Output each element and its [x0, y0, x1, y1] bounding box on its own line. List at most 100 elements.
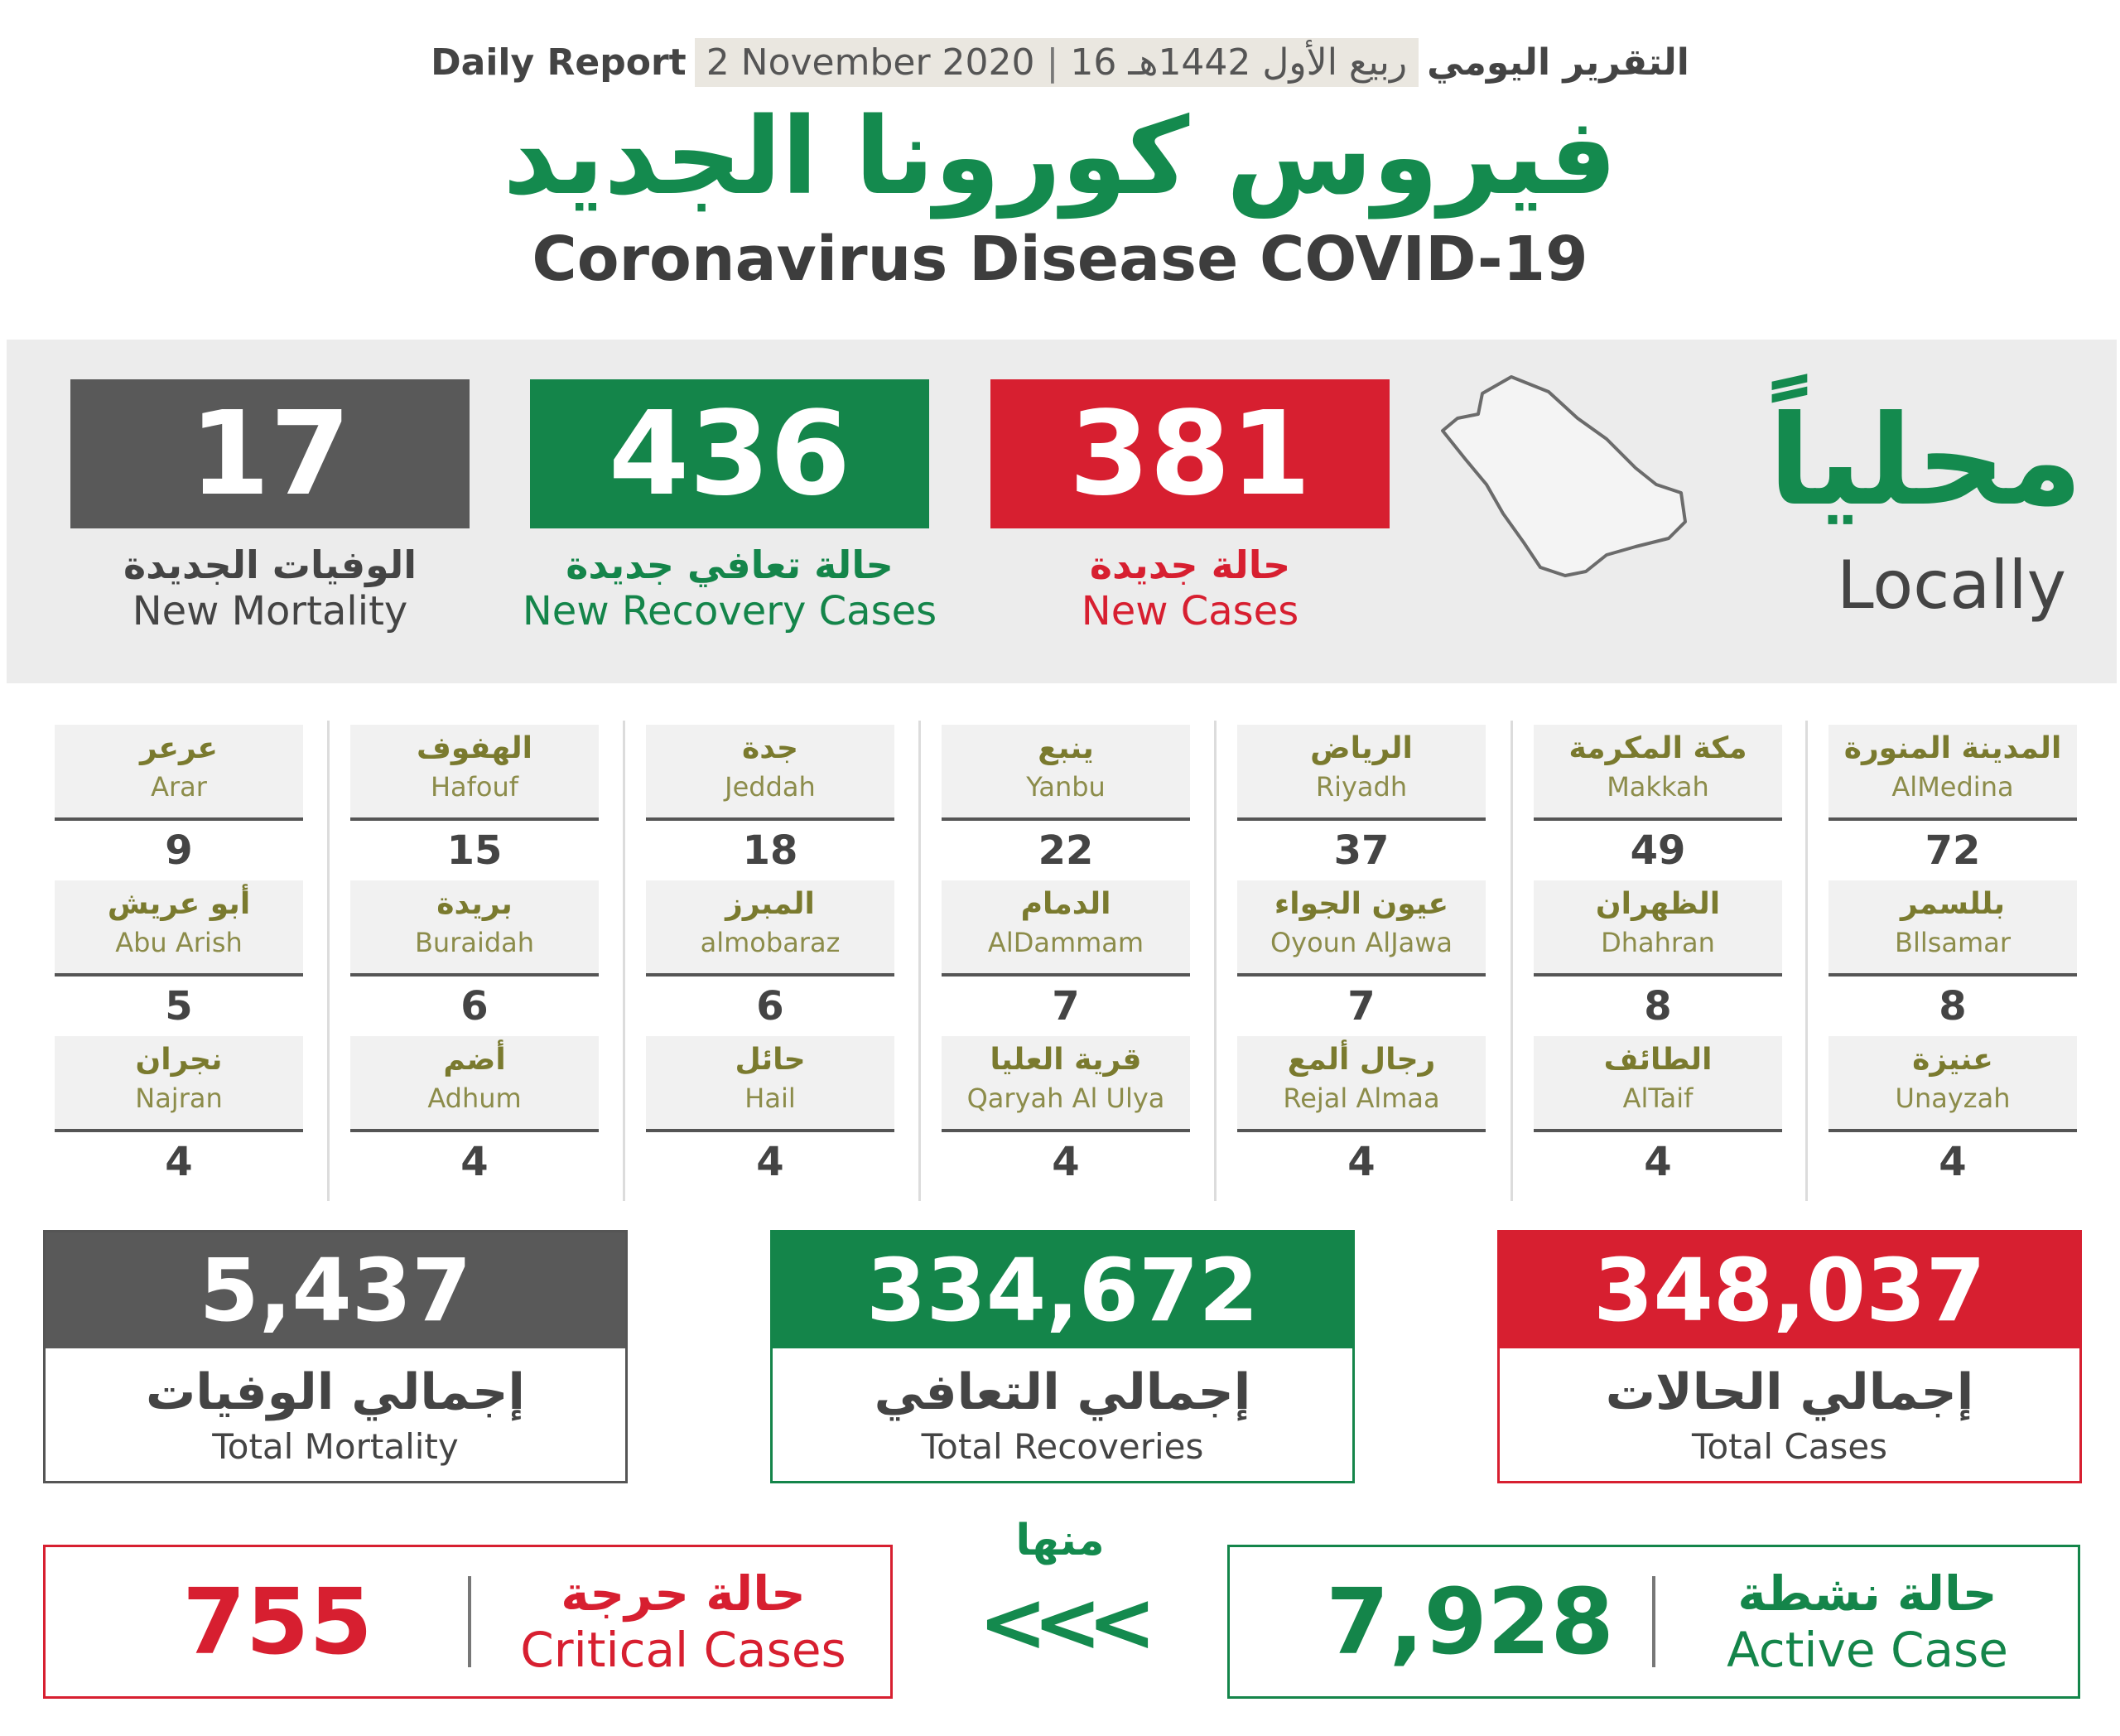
city-card: الرياض Riyadh [1237, 725, 1486, 821]
city-card: المدينة المنورة AlMedina [1828, 725, 2077, 821]
active-cases-label: حالة نشطة Active Case [1677, 1565, 2058, 1678]
city-name-en: Hafouf [430, 771, 519, 803]
new-recovery-label-en: New Recovery Cases [522, 588, 937, 634]
city-count: 4 [1347, 1139, 1376, 1185]
city-card: بللسمر Bllsamar [1828, 880, 2077, 976]
city-name-en: Bllsamar [1895, 927, 2011, 958]
city-card: الهفوف Hafouf [350, 725, 599, 821]
total-mortality-value: 5,437 [46, 1232, 625, 1348]
critical-divider [468, 1576, 471, 1667]
city-card: أضم Adhum [350, 1036, 599, 1132]
total-mortality-card: 5,437 إجمالي الوفيات Total Mortality [43, 1230, 628, 1483]
city-name-en: AlMedina [1891, 771, 2014, 803]
city-card: الدمام AlDammam [942, 880, 1190, 976]
new-recovery-label-ar: حالة تعافي جديدة [566, 542, 894, 587]
city-card: عيون الجواء Oyoun AlJawa [1237, 880, 1486, 976]
city-name-en: Abu Arish [115, 927, 243, 958]
city-name-ar: عيون الجواء [1274, 887, 1449, 921]
city-count: 49 [1630, 827, 1686, 874]
city-count: 4 [165, 1139, 193, 1185]
city-name-en: Buraidah [414, 927, 535, 958]
critical-cases-label-ar: حالة حرجة [561, 1565, 806, 1622]
city-count: 8 [1644, 983, 1672, 1030]
city-name-en: Rejal Almaa [1283, 1083, 1440, 1114]
column-divider [1805, 721, 1808, 1201]
city-card: نجران Najran [55, 1036, 303, 1132]
city-card: بريدة Buraidah [350, 880, 599, 976]
city-name-ar: عنيزة [1912, 1043, 1993, 1077]
city-count: 37 [1333, 827, 1390, 874]
new-mortality-box: 17 [70, 379, 470, 528]
city-column: جدة Jeddah 18 المبرز almobaraz 6 حائل Hail 4 [646, 725, 894, 1192]
city-count: 22 [1038, 827, 1094, 874]
of-which-label: منها [1015, 1516, 1105, 1565]
city-column: الرياض Riyadh 37 عيون الجواء Oyoun AlJawa 7 رج… [1237, 725, 1486, 1192]
city-card: حائل Hail [646, 1036, 894, 1132]
locally-label-ar: محلياً [1768, 389, 2083, 533]
city-name-en: Jeddah [725, 771, 816, 803]
city-card: الطائف AlTaif [1534, 1036, 1782, 1132]
new-mortality-label-ar: الوفيات الجديدة [123, 542, 417, 587]
daily-report-en: Daily Report [431, 41, 687, 84]
city-name-ar: بللسمر [1900, 887, 2006, 921]
city-name-ar: الهفوف [417, 731, 532, 765]
critical-cases-value: 755 [182, 1569, 373, 1675]
city-column: مكة المكرمة Makkah 49 الظهران Dhahran 8 الطائف… [1534, 725, 1782, 1192]
city-name-ar: نجران [135, 1043, 223, 1077]
city-count: 72 [1925, 827, 1981, 874]
city-name-en: AlDammam [987, 927, 1144, 958]
city-count: 18 [742, 827, 798, 874]
city-name-en: Adhum [427, 1083, 522, 1114]
critical-cases-label: حالة حرجة Critical Cases [493, 1565, 874, 1678]
city-column: ينبع Yanbu 22 الدمام AlDammam 7 قرية العليا Qar… [942, 725, 1190, 1192]
total-cases-value: 348,037 [1500, 1232, 2079, 1348]
locally-label-en: Locally [1837, 547, 2066, 624]
city-count: 8 [1939, 983, 1967, 1030]
active-divider [1652, 1576, 1655, 1667]
city-card: مكة المكرمة Makkah [1534, 725, 1782, 821]
city-name-ar: الرياض [1310, 731, 1413, 765]
city-name-en: Unayzah [1895, 1083, 2011, 1114]
total-recoveries-value: 334,672 [773, 1232, 1352, 1348]
city-name-en: almobaraz [700, 927, 841, 958]
city-name-ar: مكة المكرمة [1568, 731, 1747, 765]
city-count: 5 [165, 983, 193, 1030]
city-count: 4 [1644, 1139, 1672, 1185]
arrows-left-icon: <<< [978, 1574, 1156, 1671]
total-recoveries-label-en: Total Recoveries [921, 1426, 1204, 1467]
total-mortality-label-ar: إجمالي الوفيات [146, 1363, 525, 1421]
city-column: الهفوف Hafouf 15 بريدة Buraidah 6 أضم Adhum 4 [350, 725, 599, 1192]
city-card: الظهران Dhahran [1534, 880, 1782, 976]
title-arabic: فيروس كورونا الجديد [503, 95, 1617, 219]
city-name-ar: رجال ألمع [1287, 1043, 1436, 1077]
city-column: عرعر Arar 9 أبو عريش Abu Arish 5 نجران Najran 4 [55, 725, 303, 1192]
city-name-ar: عرعر [140, 731, 218, 765]
city-name-en: Najran [135, 1083, 223, 1114]
city-name-ar: ينبع [1038, 731, 1094, 765]
city-name-en: Oyoun AlJawa [1270, 927, 1453, 958]
hijri-date: 16 ربيع الأول 1442هـ [1070, 41, 1408, 84]
city-name-ar: حائل [735, 1043, 806, 1077]
active-cases-label-en: Active Case [1727, 1622, 2008, 1678]
new-cases-label-en: New Cases [1081, 588, 1299, 634]
city-count: 6 [460, 983, 489, 1030]
city-count: 4 [1939, 1139, 1967, 1185]
active-cases-value: 7,928 [1326, 1569, 1614, 1675]
total-recoveries-label-ar: إجمالي التعافي [874, 1363, 1251, 1421]
city-count: 9 [165, 827, 193, 874]
city-name-ar: الطائف [1603, 1043, 1713, 1077]
critical-cases-label-en: Critical Cases [520, 1622, 846, 1678]
total-cases-card: 348,037 إجمالي الحالات Total Cases [1497, 1230, 2082, 1483]
report-header-line: Daily Report 2 November 2020 | 16 ربيع ا… [0, 33, 2120, 91]
city-count: 15 [446, 827, 503, 874]
gregorian-date: 2 November 2020 [706, 41, 1035, 84]
city-count: 7 [1347, 983, 1376, 1030]
city-count: 4 [1052, 1139, 1080, 1185]
total-recoveries-card: 334,672 إجمالي التعافي Total Recoveries [770, 1230, 1355, 1483]
city-name-ar: المدينة المنورة [1843, 731, 2062, 765]
city-column: المدينة المنورة AlMedina 72 بللسمر Bllsamar 8… [1828, 725, 2077, 1192]
city-count: 6 [756, 983, 784, 1030]
city-card: أبو عريش Abu Arish [55, 880, 303, 976]
city-card: عنيزة Unayzah [1828, 1036, 2077, 1132]
city-name-ar: أبو عريش [107, 887, 251, 921]
